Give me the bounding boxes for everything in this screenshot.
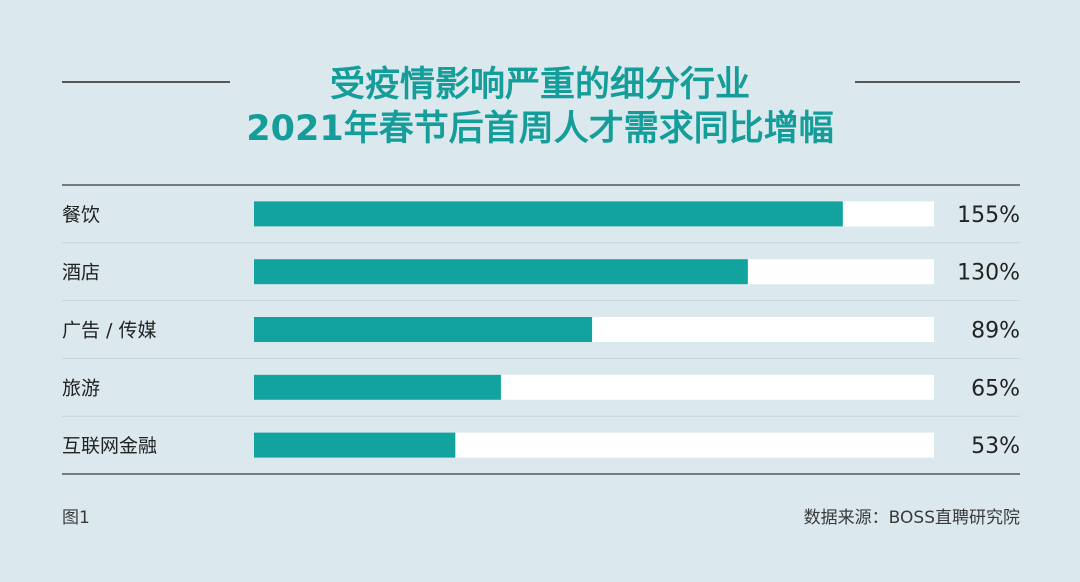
category-label: 互联网金融 <box>62 435 157 457</box>
value-label: 53% <box>971 434 1020 459</box>
source-note: 数据来源：BOSS直聘研究院 <box>803 508 1020 528</box>
bar <box>254 374 501 400</box>
bar <box>254 201 843 227</box>
bar <box>254 432 456 458</box>
value-label: 89% <box>971 319 1020 344</box>
category-label: 酒店 <box>62 262 100 284</box>
figure-label: 图1 <box>62 508 90 528</box>
category-label: 旅游 <box>62 377 100 399</box>
chart-title-line-2: 2021年春节后首周人才需求同比增幅 <box>246 109 834 149</box>
value-label: 155% <box>957 203 1020 228</box>
category-label: 广告 / 传媒 <box>62 320 156 342</box>
bar <box>254 317 593 342</box>
bar <box>254 259 748 285</box>
chart-title-line-1: 受疫情影响严重的细分行业 <box>329 65 750 105</box>
value-label: 130% <box>957 261 1020 286</box>
value-label: 65% <box>971 376 1020 401</box>
category-label: 餐饮 <box>62 204 100 226</box>
